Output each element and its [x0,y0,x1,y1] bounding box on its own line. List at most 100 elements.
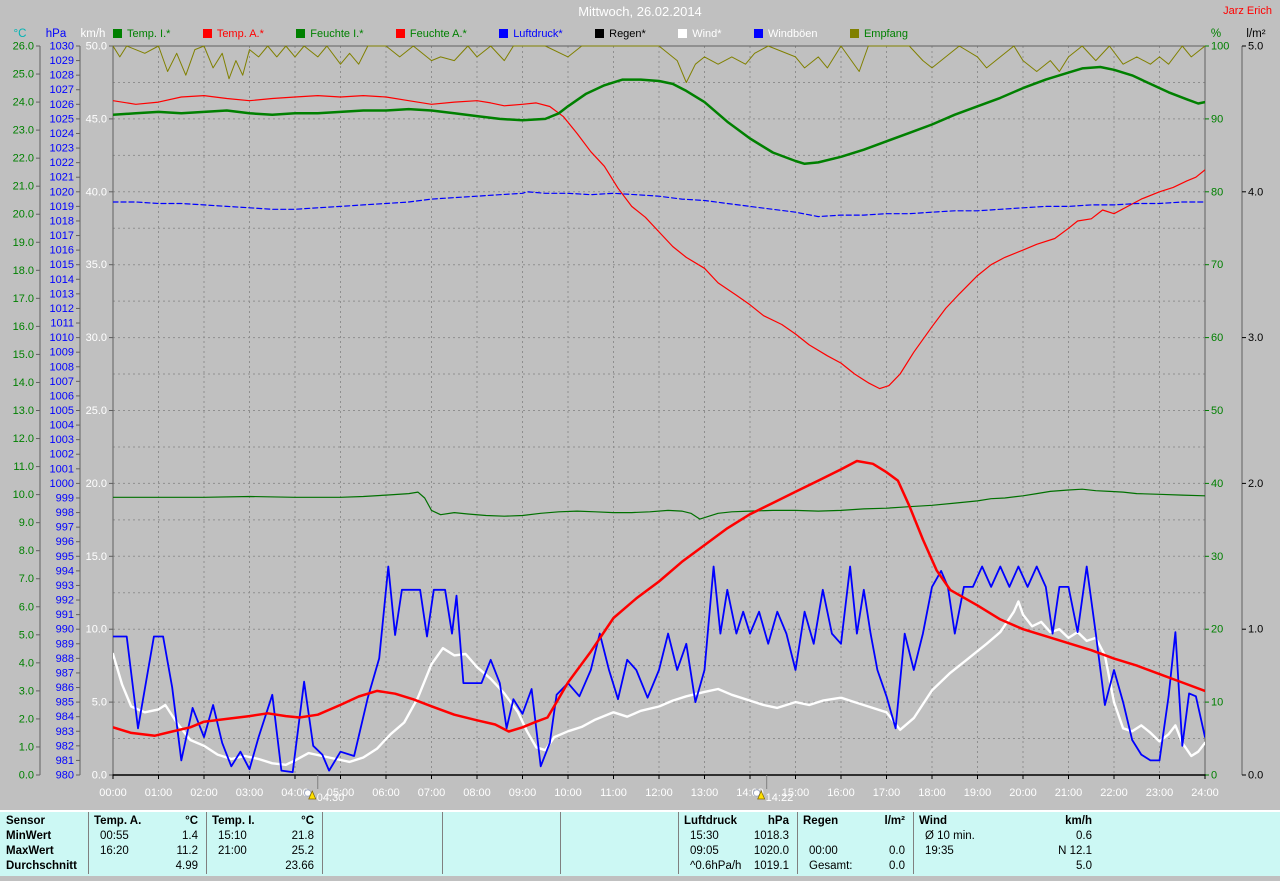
legend-item-regen[interactable]: Regen* [595,28,646,40]
x-tick-label: 07:00 [418,787,446,799]
stat-time: 21:00 [218,845,247,857]
series-group [113,45,1205,775]
axis-tick-label-pct: 0 [1211,770,1217,782]
legend-item-feuchtei[interactable]: Feuchte I.* [296,28,364,40]
table-divider [442,812,443,874]
axis-tick-label-hpa: 982 [56,740,74,752]
axis-tick-label-hpa: 1008 [50,361,74,373]
axis-tick-label-hpa: 1019 [50,201,74,213]
axis-tick-label-hpa: 985 [56,697,74,709]
legend-label: Temp. I.* [127,27,171,40]
axis-tick-label-temp_c: 4.0 [19,657,34,669]
axis-tick-label-hpa: 1021 [50,172,74,184]
row-label: Durchschnitt [6,860,77,872]
legend-item-windböen[interactable]: Windböen [753,28,818,40]
table-divider [797,812,798,874]
x-tick-label: 11:00 [600,787,627,799]
axis-tick-label-hpa: 1010 [50,332,74,344]
axis-tick-label-hpa: 991 [56,609,74,621]
axis-tick-label-kmh: 30.0 [86,332,107,344]
series-tempi [113,65,1205,166]
axis-tick-label-hpa: 1004 [50,420,74,432]
axis-tick-label-hpa: 1009 [50,347,74,359]
axis-tick-label-hpa: 990 [56,624,74,636]
x-tick-label: 22:00 [1100,787,1128,799]
axis-tick-label-temp_c: 19.0 [13,237,34,249]
marker-time-label: 14:22 [766,792,794,804]
axis-tick-label-kmh: 20.0 [86,478,107,490]
axis-tick-label-pct: 50 [1211,405,1223,417]
axis-tick-label-temp_c: 10.0 [13,489,34,501]
axis-tick-label-hpa: 999 [56,492,74,504]
x-tick-label: 19:00 [964,787,992,799]
legend-swatch [113,29,122,38]
axis-tick-label-temp_c: 15.0 [13,349,34,361]
axis-tick-label-hpa: 1011 [50,318,74,330]
legend-swatch [202,29,212,38]
stat-value: 21.8 [291,830,314,842]
axis-tick-label-hpa: 993 [56,580,74,592]
marker-time-label: 04:30 [317,792,345,804]
legend-swatch [296,29,306,38]
axis-tick-label-hpa: 1015 [50,259,74,271]
axis-tick-label-hpa: 1002 [50,449,74,461]
stat-value: 1019.1 [753,860,789,872]
axis-tick-label-hpa: 1000 [50,478,74,490]
axis-tick-label-temp_c: 9.0 [19,517,34,529]
legend-label: Regen* [609,27,646,40]
legend-item-tempi[interactable]: Temp. I.* [113,28,170,40]
legend-item-wind[interactable]: Wind* [678,28,722,40]
legend-item-tempa[interactable]: Temp. A.* [202,27,264,40]
axis-tick-label-temp_c: 25.0 [13,69,34,81]
stat-value: 0.0 [889,860,905,872]
x-tick-label: 17:00 [873,787,901,799]
series-tempa [113,459,1205,737]
sensor-unit: °C [301,815,314,827]
table-divider [88,812,89,874]
stat-time: 19:35 [925,845,954,857]
axis-tick-label-kmh: 0.0 [92,770,107,782]
axis-tick-label-hpa: 987 [56,667,74,679]
x-tick-label: 02:00 [190,787,218,799]
legend-item-feuchtea[interactable]: Feuchte A.* [395,28,467,40]
axis-tick-label-temp_c: 16.0 [13,321,34,333]
legend-swatch [395,29,405,38]
axis-tick-label-kmh: 50.0 [86,41,107,53]
axis-tick-label-temp_c: 7.0 [19,573,34,585]
axis-tick-label-kmh: 35.0 [86,259,107,271]
stat-value: N 12.1 [1058,845,1092,857]
x-tick-label: 20:00 [1009,787,1037,799]
legend-label: Temp. A.* [216,27,264,40]
sensor-unit: °C [185,815,198,827]
axis-tick-label-hpa: 1013 [50,288,74,300]
axis-tick-label-temp_c: 8.0 [19,545,34,557]
legend-swatch [849,29,859,38]
table-divider [322,812,323,874]
axis-tick-label-pct: 70 [1211,259,1223,271]
legend-item-luftdruck[interactable]: Luftdruck* [499,28,563,40]
axis-tick-label-kmh: 5.0 [92,697,107,709]
legend-item-empfang[interactable]: Empfang [849,27,908,40]
stat-time: 00:00 [809,845,838,857]
legend-swatch [753,29,763,38]
axis-tick-label-hpa: 1016 [50,245,74,257]
legend-label: Empfang [863,27,908,40]
axis-tick-label-temp_c: 6.0 [19,601,34,613]
axis-tick-label-hpa: 1024 [50,128,74,140]
x-tick-label: 08:00 [463,787,491,799]
axis-tick-label-hpa: 1029 [50,55,74,67]
x-tick-label: 06:00 [372,787,400,799]
axis-tick-label-hpa: 1014 [50,274,74,286]
axis-tick-label-temp_c: 21.0 [13,181,34,193]
series-luftdruck [113,191,1205,218]
axis-tick-label-hpa: 996 [56,536,74,548]
axis-tick-label-hpa: 981 [56,755,74,767]
sensor-unit: hPa [767,815,789,827]
stat-value: 11.2 [176,845,198,857]
axis-tick-label-temp_c: 23.0 [13,125,34,137]
axis-tick-label-temp_c: 13.0 [13,405,34,417]
sun-marker-icon [757,790,766,800]
axis-tick-label-hpa: 1020 [50,186,74,198]
axis-tick-label-hpa: 1007 [50,376,74,388]
axis-tick-label-temp_c: 1.0 [19,741,34,753]
